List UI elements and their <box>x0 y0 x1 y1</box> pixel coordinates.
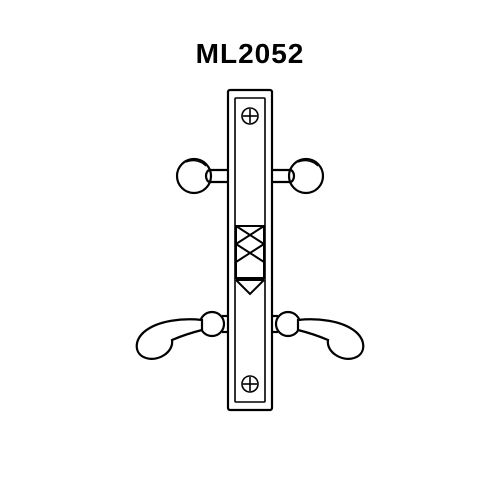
lock-diagram-container: ML2052 <box>0 0 500 500</box>
lever-right <box>272 312 363 359</box>
lock-drawing <box>137 90 364 410</box>
knob-right <box>272 159 323 193</box>
plate-inner <box>235 98 265 402</box>
knob-left <box>177 159 228 193</box>
screw-bottom <box>242 376 258 392</box>
screw-top <box>242 108 258 124</box>
lock-diagram-svg <box>0 0 500 500</box>
lever-left <box>137 312 228 359</box>
latch-assembly <box>236 226 264 294</box>
